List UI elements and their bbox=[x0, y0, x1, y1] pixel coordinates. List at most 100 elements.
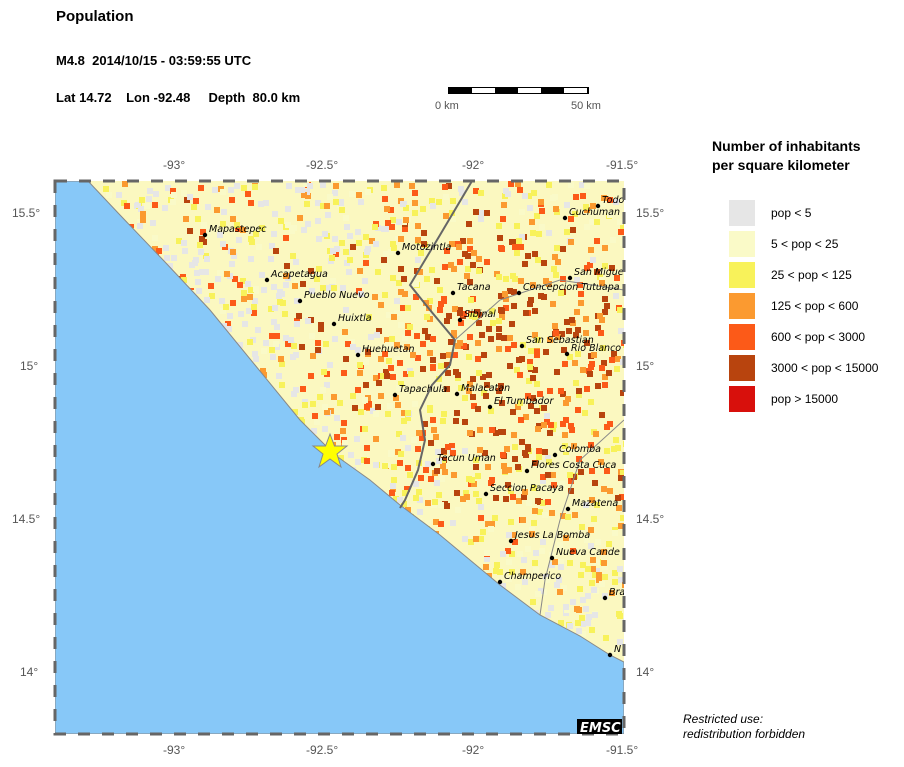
legend-item: pop < 5 bbox=[729, 200, 811, 226]
lon-tick-top: -91.5° bbox=[606, 158, 639, 172]
city-dot bbox=[524, 468, 530, 474]
legend-swatch bbox=[729, 231, 755, 257]
lon-tick-bottom: -93° bbox=[163, 743, 186, 757]
city-dot bbox=[331, 321, 337, 327]
legend-title: Number of inhabitants per square kilomet… bbox=[712, 137, 861, 175]
city-dot bbox=[483, 491, 489, 497]
legend-swatch bbox=[729, 355, 755, 381]
city-label: San Sebastian bbox=[526, 335, 594, 346]
city-label: Champerico bbox=[504, 571, 561, 582]
city-label: N bbox=[614, 644, 621, 655]
city-label: Todos bbox=[602, 195, 629, 206]
city-dot bbox=[487, 404, 493, 410]
city-dot bbox=[602, 595, 608, 601]
city-dot bbox=[516, 290, 522, 296]
legend-label: 5 < pop < 25 bbox=[771, 237, 839, 251]
note-line: Restricted use: bbox=[683, 712, 764, 726]
lon-tick-bottom: -91.5° bbox=[606, 743, 639, 757]
city-markers: Mapastepec Motozintla Acapetagua Pueblo Nue… bbox=[202, 195, 647, 658]
legend-item: 600 < pop < 3000 bbox=[729, 324, 865, 350]
lat-tick-left: 15.5° bbox=[12, 206, 41, 220]
city-dot bbox=[562, 215, 568, 221]
location-info: Lat 14.72 Lon -92.48 Depth 80.0 km bbox=[56, 90, 301, 105]
city-label: Acapetagua bbox=[270, 269, 328, 280]
city-label: Flores Costa Cuca bbox=[531, 460, 616, 471]
city-label: Jesus La Bomba bbox=[513, 530, 590, 541]
city-label: Colomba bbox=[559, 444, 601, 455]
map-frame bbox=[53, 179, 626, 736]
city-dot bbox=[430, 461, 436, 467]
city-dot bbox=[450, 290, 456, 296]
epicenter-star-icon bbox=[311, 432, 349, 469]
city-label: Huixtla bbox=[338, 313, 372, 324]
legend-swatch bbox=[729, 262, 755, 288]
city-label: El Tumbador bbox=[494, 396, 554, 407]
usage-note: Restricted use: redistribution forbidden bbox=[683, 712, 805, 742]
legend-swatch bbox=[729, 293, 755, 319]
legend-label: 600 < pop < 3000 bbox=[771, 330, 866, 344]
legend-title-line: per square kilometer bbox=[712, 157, 850, 173]
city-label: Tecun Uman bbox=[437, 453, 496, 464]
city-dot bbox=[454, 391, 460, 397]
city-label: Tacana bbox=[457, 282, 491, 293]
city-dot bbox=[565, 506, 571, 512]
city-label: Nueva Cande bbox=[556, 547, 620, 558]
city-dot bbox=[264, 277, 270, 283]
city-label: Malacatan bbox=[461, 383, 510, 394]
scale-end: 50 km bbox=[571, 100, 601, 112]
legend-title-line: Number of inhabitants bbox=[712, 138, 861, 154]
legend-swatch bbox=[729, 200, 755, 226]
event-info: M4.8 2014/10/15 - 03:59:55 UTC bbox=[56, 53, 252, 68]
city-label: Pueblo Nuevo bbox=[304, 290, 370, 301]
lon-tick-bottom: -92° bbox=[462, 743, 485, 757]
city-label: Mapastepec bbox=[209, 224, 267, 235]
admin-border bbox=[454, 279, 624, 341]
city-dot bbox=[202, 232, 208, 238]
city-label: Cuchuman bbox=[569, 207, 620, 218]
city-dot bbox=[457, 317, 463, 323]
lon-tick-top: -92.5° bbox=[306, 158, 339, 172]
lat-tick-left: 14.5° bbox=[12, 512, 41, 526]
city-dot bbox=[595, 203, 601, 209]
legend-swatch bbox=[729, 324, 755, 350]
city-label: Tapachula bbox=[399, 384, 447, 395]
ocean bbox=[55, 181, 624, 734]
legend-label: 125 < pop < 600 bbox=[771, 299, 859, 313]
lon-tick-top: -92° bbox=[462, 158, 485, 172]
city-label: Concepcion Tutuapa bbox=[523, 282, 620, 293]
city-label: San Miguel Ixta bbox=[574, 267, 647, 278]
city-dot bbox=[549, 555, 555, 561]
city-dot bbox=[497, 579, 503, 585]
lat-tick-right: 14° bbox=[636, 665, 655, 679]
scale-bar bbox=[448, 87, 589, 94]
lon-tick-bottom: -92.5° bbox=[306, 743, 339, 757]
city-dot bbox=[508, 538, 514, 544]
city-label: Huehuetan bbox=[362, 344, 414, 355]
city-dot bbox=[564, 351, 570, 357]
city-label: Sibinal bbox=[464, 309, 496, 320]
city-label: Mazatena bbox=[572, 498, 618, 509]
city-dot bbox=[392, 392, 398, 398]
lat-tick-left: 15° bbox=[20, 359, 39, 373]
city-dot bbox=[355, 352, 361, 358]
city-label: Rio Blanco bbox=[571, 343, 621, 354]
city-dot bbox=[567, 275, 573, 281]
city-label: Bra bbox=[609, 587, 625, 598]
lat-tick-left: 14° bbox=[20, 665, 39, 679]
scale-start: 0 km bbox=[435, 100, 459, 112]
city-dot bbox=[297, 298, 303, 304]
legend-item: 3000 < pop < 15000 bbox=[729, 355, 878, 381]
city-dot bbox=[395, 250, 401, 256]
city-dot bbox=[607, 652, 613, 658]
country-border bbox=[399, 181, 473, 509]
legend-label: 25 < pop < 125 bbox=[771, 268, 852, 282]
legend-item: 25 < pop < 125 bbox=[729, 262, 852, 288]
map-title: Population bbox=[56, 8, 134, 25]
legend-swatch bbox=[729, 386, 755, 412]
city-label: Motozintla bbox=[402, 242, 452, 253]
legend-label: pop < 5 bbox=[771, 206, 812, 220]
note-line: redistribution forbidden bbox=[683, 727, 806, 741]
admin-border bbox=[539, 419, 624, 616]
legend-item: pop > 15000 bbox=[729, 386, 838, 412]
